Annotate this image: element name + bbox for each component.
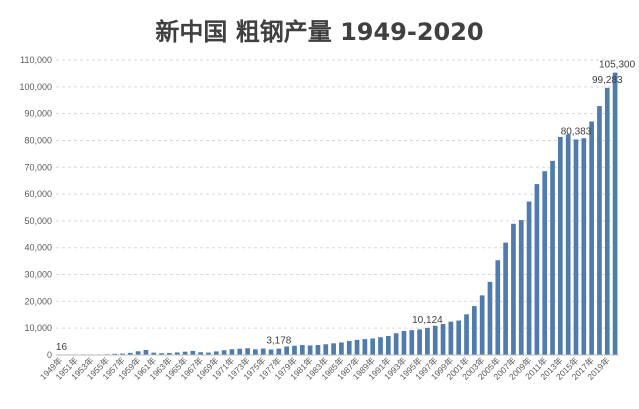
bar: [385, 335, 391, 355]
y-tick-label: 110,000: [20, 55, 52, 65]
bar: [503, 242, 508, 355]
bar: [276, 348, 282, 355]
bar: [127, 352, 133, 355]
bar: [409, 330, 415, 355]
bar: [464, 314, 469, 355]
bar: [573, 139, 579, 355]
bar: [174, 352, 180, 355]
bar: [221, 350, 227, 355]
bar: [440, 324, 446, 355]
bar: [213, 351, 219, 355]
data-labels: 16 3,178 10,124 80,383 99,283 105,300: [56, 60, 636, 353]
y-tick-label: 20,000: [24, 296, 52, 306]
data-label: 16: [56, 342, 68, 353]
bar: [612, 72, 618, 355]
data-label: 3,178: [266, 336, 291, 347]
bar: [354, 339, 360, 355]
bar: [448, 321, 454, 355]
bar: [346, 340, 352, 355]
bar: [159, 353, 164, 355]
bar: [151, 352, 157, 355]
bar: [495, 260, 501, 355]
bar: [331, 343, 336, 355]
data-label: 80,383: [561, 126, 592, 137]
bar: [229, 349, 235, 355]
chart-title: 新中国 粗钢产量 1949-2020: [155, 18, 483, 46]
bar: [284, 346, 290, 355]
y-tick-label: 70,000: [24, 162, 52, 172]
bar: [589, 121, 594, 355]
bar: [526, 201, 532, 355]
bar: [323, 344, 329, 355]
y-tick-label: 80,000: [24, 135, 52, 145]
bar: [253, 349, 258, 355]
bar: [401, 330, 407, 355]
bars: [57, 72, 618, 355]
bar: [471, 306, 477, 355]
bar: [112, 353, 117, 355]
bar: [393, 333, 399, 355]
bar: [268, 349, 274, 355]
y-tick-label: 10,000: [24, 323, 52, 333]
bar: [558, 136, 563, 355]
bar: [339, 342, 344, 355]
bar: [362, 339, 368, 355]
bar: [565, 134, 571, 355]
y-tick-label: 30,000: [24, 270, 52, 280]
bar: [135, 351, 141, 355]
bar: [120, 353, 125, 355]
bar: [581, 138, 587, 355]
bar: [190, 350, 196, 355]
gridlines: [56, 59, 619, 329]
bar: [487, 281, 493, 355]
bar: [518, 220, 524, 355]
bar: [604, 87, 610, 355]
bar: [143, 349, 149, 355]
bar: [182, 351, 188, 355]
bar: [198, 352, 204, 355]
bar: [432, 325, 438, 355]
bar: [479, 295, 485, 355]
data-label: 99,283: [592, 75, 623, 86]
data-label: 10,124: [412, 315, 443, 326]
bar: [456, 320, 462, 355]
bar: [206, 352, 211, 355]
y-tick-label: 60,000: [24, 189, 52, 199]
y-tick-label: 50,000: [24, 216, 52, 226]
bar: [597, 106, 602, 355]
bar: [237, 348, 243, 355]
bar: [542, 171, 548, 355]
bar: [425, 327, 430, 355]
bar: [167, 352, 172, 355]
y-axis-ticks: 0 10,000 20,000 30,000 40,000 50,000 60,000 70,…: [19, 55, 52, 360]
x-axis-ticks: 1949年1951年1953年1955年1957年1959年1961年1963年…: [38, 355, 612, 382]
y-tick-label: 40,000: [24, 243, 52, 253]
data-label: 105,300: [599, 60, 636, 71]
bar: [417, 329, 422, 355]
bar: [370, 338, 376, 355]
bar: [511, 223, 516, 355]
bar: [378, 337, 383, 355]
y-tick-label: 90,000: [24, 109, 52, 119]
y-tick-label: 100,000: [19, 82, 52, 92]
bar: [534, 184, 540, 355]
bar: [550, 160, 555, 355]
bar: [260, 348, 266, 355]
y-tick-label: 0: [47, 350, 52, 360]
bar: [307, 345, 313, 355]
bar: [245, 348, 250, 355]
bar: [315, 345, 321, 355]
bar: [292, 345, 297, 355]
bar: [299, 345, 305, 355]
